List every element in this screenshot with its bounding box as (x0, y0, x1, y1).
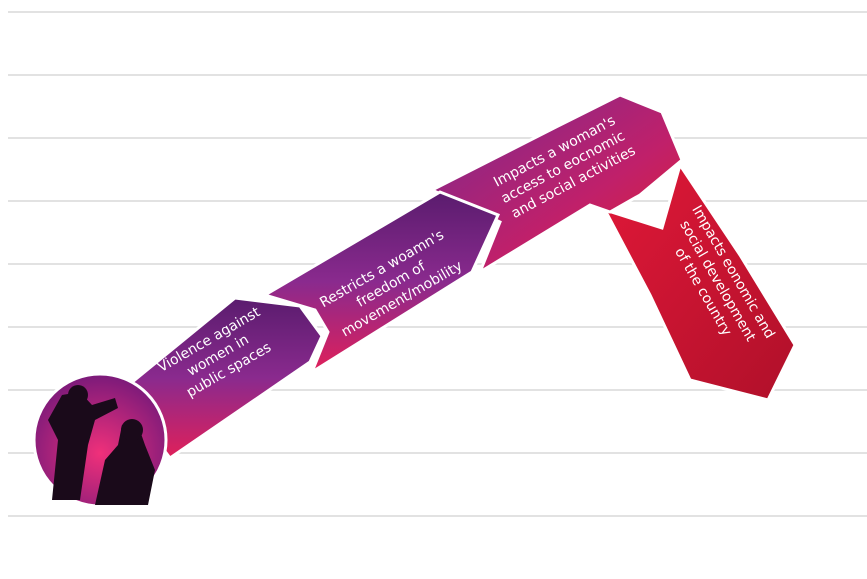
arrow-3 (428, 93, 684, 276)
arrow-1 (117, 296, 324, 461)
arrow-2 (261, 190, 501, 376)
silhouette-icon (32, 372, 168, 508)
arrow-4 (601, 161, 797, 402)
